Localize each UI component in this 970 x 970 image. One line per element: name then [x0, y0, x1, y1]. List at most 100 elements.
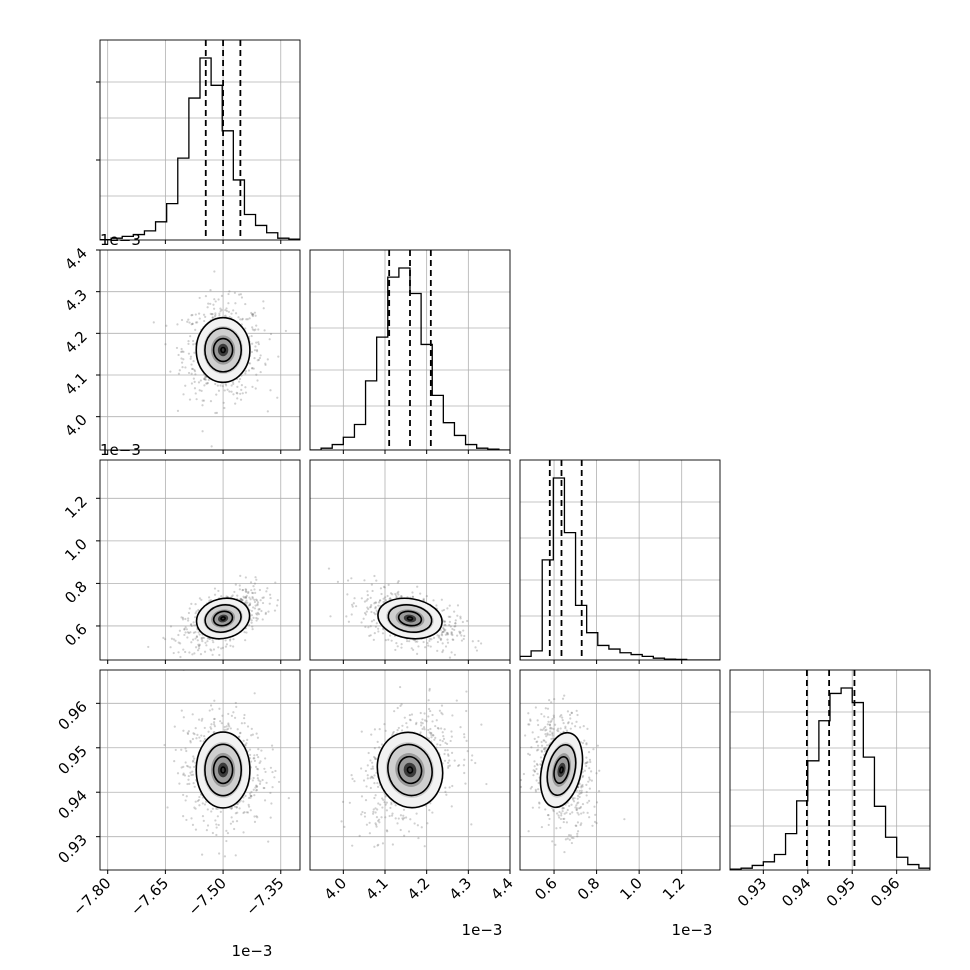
x-tick-label: −7.50 — [185, 874, 230, 919]
scatter-point — [533, 765, 536, 768]
scatter-point — [586, 801, 589, 804]
scatter-point — [443, 623, 446, 626]
scatter-point — [557, 730, 560, 733]
scatter-point — [533, 760, 536, 763]
scatter-point — [197, 645, 200, 648]
scatter-point — [565, 821, 569, 824]
scatter-point — [244, 386, 247, 389]
scatter-point — [394, 804, 397, 807]
scatter-point — [547, 813, 550, 817]
contour-line — [195, 731, 251, 809]
scatter-point — [579, 792, 582, 795]
scatter-point — [436, 640, 439, 644]
scatter-point — [587, 751, 591, 754]
scatter-point — [240, 597, 243, 601]
scatter-point — [444, 623, 447, 627]
scatter-point — [425, 594, 428, 598]
scatter-point — [430, 638, 433, 641]
scatter-point — [378, 599, 382, 602]
x-tick-label: −7.80 — [69, 874, 114, 919]
scatter-point — [244, 302, 247, 306]
scatter-point — [248, 317, 251, 320]
scatter-point — [244, 588, 247, 591]
scatter-point — [246, 725, 250, 728]
x-tick-label: 1.2 — [659, 874, 689, 904]
contour-line — [220, 616, 226, 621]
scatter-point — [406, 726, 409, 729]
scatter-point — [360, 730, 363, 733]
scatter-point — [373, 728, 377, 731]
scatter-point — [190, 773, 193, 777]
scatter-point — [384, 729, 387, 732]
scatter-point — [174, 639, 177, 642]
scatter-point — [185, 764, 189, 768]
scatter-point — [209, 726, 212, 729]
scatter-point — [245, 594, 248, 597]
scatter-point — [391, 593, 394, 596]
scatter-point — [190, 382, 194, 385]
scatter-point — [277, 355, 280, 358]
scatter-point — [371, 589, 374, 593]
scatter-point — [378, 818, 381, 821]
scatter-point — [203, 726, 206, 730]
scatter-point — [377, 604, 380, 607]
scatter-point — [214, 819, 217, 822]
scatter-point — [374, 794, 377, 797]
scatter-point — [248, 362, 252, 365]
scatter-point — [399, 685, 402, 689]
scatter-point — [225, 307, 228, 310]
scatter-point — [262, 300, 265, 303]
scatter-point — [362, 779, 366, 782]
scatter-point — [405, 722, 408, 725]
scatter-point — [227, 292, 230, 296]
scatter-point — [215, 823, 218, 826]
scatter-point — [192, 631, 195, 634]
scatter-point — [374, 811, 377, 814]
scatter-point — [441, 740, 444, 743]
scatter-point — [391, 812, 394, 815]
scatter-point — [441, 731, 444, 734]
scatter-point — [623, 818, 626, 821]
scatter-point — [401, 817, 404, 820]
scatter-point — [271, 748, 274, 751]
scatter-point — [585, 783, 588, 786]
scatter-point — [264, 612, 267, 616]
scatter-point — [257, 608, 260, 611]
scatter-point — [563, 812, 566, 815]
scatter-point — [182, 772, 185, 775]
scatter-point — [230, 384, 233, 387]
x-tick-label: 0.8 — [574, 874, 604, 904]
scatter-point — [383, 723, 386, 726]
y-tick-label: 0.8 — [61, 578, 91, 608]
scatter-point — [536, 740, 539, 743]
scatter-point — [543, 739, 546, 742]
scatter-point — [245, 590, 248, 593]
scatter-point — [568, 713, 572, 716]
scatter-point — [193, 806, 196, 809]
scatter-point — [239, 732, 242, 735]
scatter-point — [182, 716, 185, 719]
scatter-point — [571, 722, 574, 725]
scatter-point — [470, 823, 473, 826]
scatter-point — [223, 725, 226, 729]
scatter-point — [562, 817, 565, 821]
scatter-point — [374, 601, 377, 604]
scatter-point — [394, 648, 397, 652]
scatter-point — [253, 759, 257, 762]
scatter-point — [595, 801, 599, 804]
scatter-point — [194, 616, 197, 619]
scatter-point — [537, 723, 540, 727]
scatter-point — [204, 376, 207, 379]
scatter-point — [384, 639, 387, 642]
scatter-point — [370, 610, 373, 614]
scatter-point — [244, 391, 248, 394]
scatter-point — [586, 760, 589, 764]
scatter-point — [456, 614, 459, 617]
scatter-point — [571, 797, 575, 800]
scatter-point — [371, 767, 375, 770]
scatter-point — [205, 644, 208, 647]
scatter-point — [255, 616, 258, 620]
scatter-point — [175, 346, 179, 350]
scatter-point — [410, 713, 414, 716]
scatter-point — [245, 631, 248, 634]
